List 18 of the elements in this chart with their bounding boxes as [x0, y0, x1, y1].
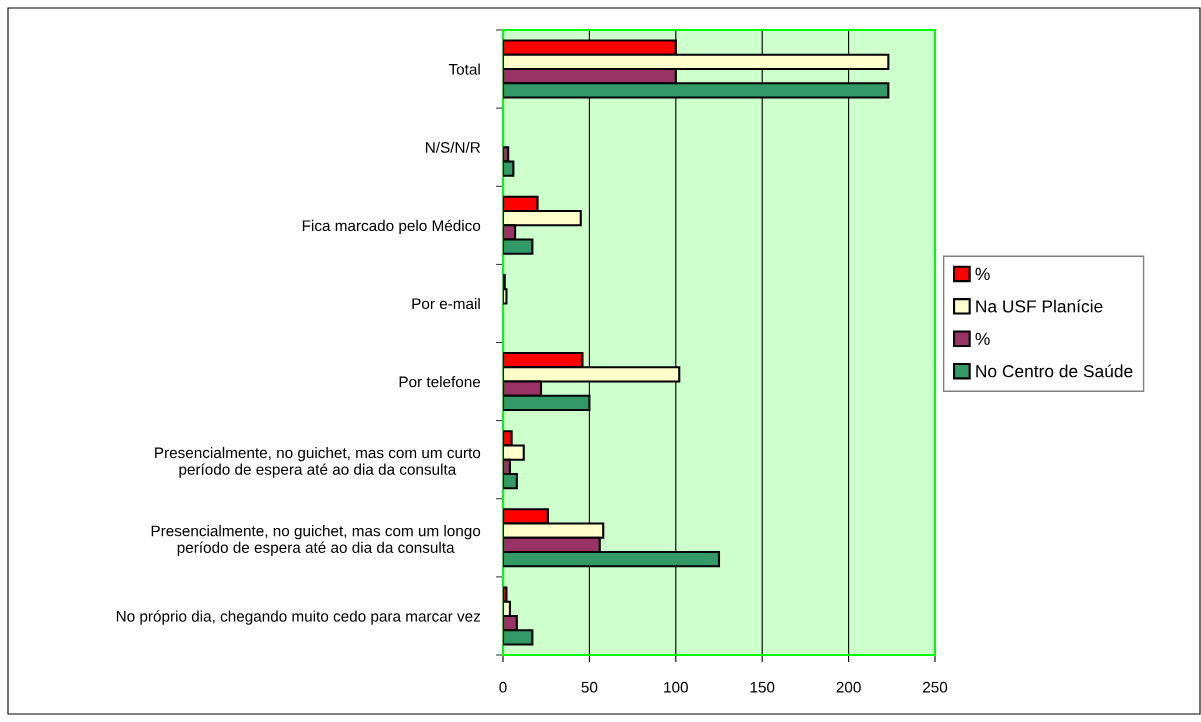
y-tick-label: Presencialmente, no guichet, mas com um longo período de espera até ao dia da consulta	[151, 525, 481, 556]
y-tick-label: Por telefone	[399, 376, 481, 388]
x-tick-label: 50	[581, 681, 598, 693]
y-tick-label: Total	[448, 63, 480, 75]
x-tick-label: 250	[923, 681, 948, 693]
x-tick-label: 0	[499, 681, 507, 693]
x-tick-label: 150	[750, 681, 775, 693]
y-tick-label: N/S/N/R	[426, 141, 481, 153]
legend-label: %	[975, 267, 990, 281]
y-tick-label: Presencialmente, no guichet, mas com um curto período de espera até ao dia da consulta	[155, 446, 481, 478]
x-tick-label: 200	[836, 681, 861, 693]
legend-label: Na USF Planície	[976, 299, 1103, 313]
legend-label: No Centro de Saúde	[976, 364, 1133, 378]
y-tick-label: Fica marcado pelo Médico	[302, 219, 481, 235]
y-tick-label: Por e-mail	[412, 297, 480, 310]
y-tick-label: No próprio dia, chegando muito cedo para marcar vez	[116, 610, 481, 625]
legend-label: %	[975, 332, 990, 345]
x-tick-label: 100	[664, 681, 688, 693]
